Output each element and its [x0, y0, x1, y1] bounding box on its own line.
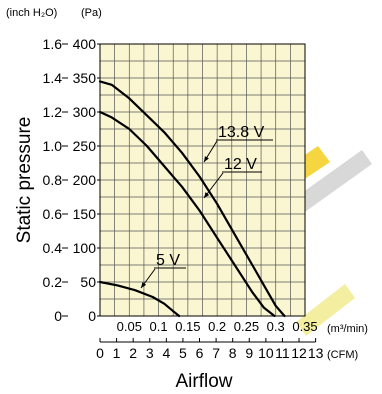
x-tick-label-m3min: 0.25 [234, 319, 259, 334]
y-tick-label-pa: 350 [73, 70, 97, 86]
x-tick-label-cfm: 9 [245, 345, 253, 361]
y-tick-label-inh2o: 0.8 [43, 172, 63, 188]
series-leader-arrowhead [141, 282, 147, 288]
x-tick-label-cfm: 11 [275, 345, 290, 361]
x-tick-label-cfm: 1 [113, 345, 121, 361]
y-tick-label-pa: 250 [73, 138, 97, 154]
x-unit-secondary-label: (CFM) [327, 349, 358, 361]
y-tick-label-inh2o: 0.4 [43, 240, 63, 256]
y-unit-left-label: (inch H₂O) [6, 7, 57, 19]
x-tick-label-cfm: 2 [129, 345, 137, 361]
x-tick-label-m3min: 0.2 [208, 319, 226, 334]
x-axis-title: Airflow [175, 371, 232, 392]
x-tick-label-cfm: 3 [146, 345, 154, 361]
y-tick-label-inh2o: 1.6 [43, 36, 63, 52]
x-tick-label-cfm: 12 [291, 345, 307, 361]
y-tick-label-inh2o: 0.2 [43, 274, 63, 290]
series-line-1 [98, 80, 286, 318]
y-tick-label-pa: 200 [73, 172, 97, 188]
x-tick-label-m3min: 0.05 [117, 319, 142, 334]
series-line-2 [98, 110, 276, 318]
x-tick-label-cfm: 7 [212, 345, 220, 361]
series-label-3: 5 V [156, 252, 180, 269]
x-tick-label-cfm: 13 [308, 345, 324, 361]
y-tick-label-pa: 150 [73, 206, 97, 222]
x-tick-label-cfm: 4 [162, 345, 170, 361]
y-tick-label-pa: 100 [73, 240, 97, 256]
series-leader-arrowhead [204, 192, 210, 198]
y-tick-label-inh2o: 0 [54, 308, 62, 324]
x-tick-label-m3min: 0.15 [175, 319, 200, 334]
x-tick-label-cfm: 10 [258, 345, 274, 361]
x-tick-label-cfm: 0 [96, 345, 104, 361]
series-line-3 [98, 280, 181, 318]
y-tick-label-inh2o: 1.2 [43, 104, 63, 120]
series-label-2: 12 V [224, 156, 257, 173]
watermark-stripe-pale [296, 284, 355, 336]
series-leader-arrowhead [204, 156, 209, 162]
y-tick-label-pa: 0 [88, 308, 96, 324]
x-tick-label-cfm: 6 [196, 345, 204, 361]
x-unit-primary-label: (m³/min) [327, 323, 368, 335]
x-tick-label-m3min: 0.3 [267, 319, 285, 334]
y-tick-label-inh2o: 0.6 [43, 206, 63, 222]
y-tick-label-inh2o: 1.4 [43, 70, 63, 86]
y-tick-label-pa: 50 [80, 274, 96, 290]
y-tick-label-pa: 400 [73, 36, 97, 52]
x-tick-label-cfm: 5 [179, 345, 187, 361]
x-tick-label-cfm: 8 [229, 345, 237, 361]
x-tick-label-m3min: 0.1 [150, 319, 168, 334]
x-tick-label-m3min: 0.35 [292, 319, 317, 334]
y-tick-label-pa: 300 [73, 104, 97, 120]
y-unit-right-label: (Pa) [81, 7, 102, 19]
y-axis-title: Static pressure [14, 117, 35, 244]
series-label-1: 13.8 V [218, 124, 265, 141]
y-tick-label-inh2o: 1.0 [43, 138, 63, 154]
